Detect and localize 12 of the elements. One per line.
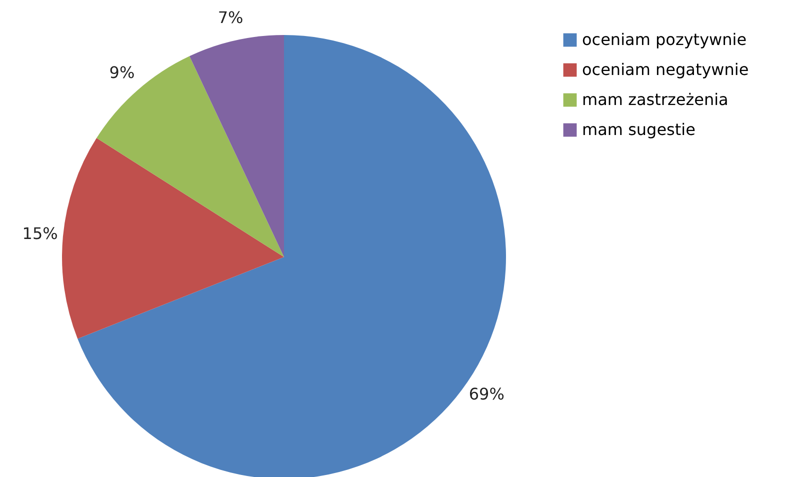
data-label: 9%: [109, 63, 135, 82]
pie-slice: [189, 35, 284, 257]
data-label: 69%: [468, 384, 504, 404]
legend-label: mam sugestie: [582, 120, 696, 139]
legend-label: oceniam pozytywnie: [582, 30, 747, 49]
pie-slice: [78, 35, 506, 477]
data-label: 15%: [22, 224, 58, 243]
pie-slice: [96, 56, 284, 257]
data-label: 7%: [218, 8, 244, 27]
legend-label: mam zastrzeżenia: [582, 90, 728, 109]
pie-slice: [62, 138, 284, 339]
legend-label: oceniam negatywnie: [582, 60, 749, 79]
